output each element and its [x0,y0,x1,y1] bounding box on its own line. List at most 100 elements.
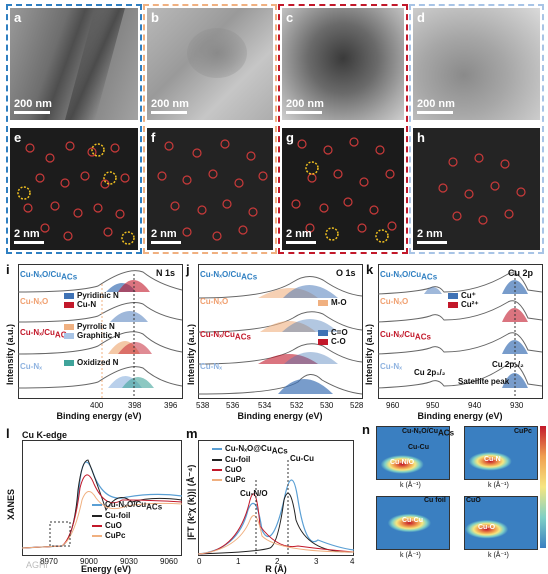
panel-letter-b: b [151,10,159,25]
cu2p-sample-4: Cu-Nₓ [380,362,403,371]
wt-map-2-label: Cu-N [484,456,501,463]
n1s-sample-1: Cu-NₓO/CuACs [20,270,78,282]
cu2p-sample-2: Cu-NₓO [380,297,409,306]
o1s-title: O 1s [336,268,356,278]
tem-image-a [10,8,138,120]
o1s-ylabel: Intensity (a.u.) [186,323,196,385]
scalebar-b [151,111,187,114]
cu2p-title: Cu 2p [508,268,534,278]
panel-letter-i: i [6,262,10,277]
panel-letter-e: e [14,130,22,145]
wt-xlabel-3: k (Å⁻¹) [400,552,421,559]
exafs-label-cuno: Cu-N/O [240,489,268,498]
panel-letter-m: m [186,426,198,441]
o1s-xtick-3: 532 [290,401,304,410]
scale-label-h: 2 nm [417,228,443,240]
cu2p-legend-1: Cu⁺ [448,291,476,300]
o1s-xtick-1: 536 [226,401,240,410]
n1s-legend-5: Oxidized N [64,358,118,367]
tem-image-c [282,8,404,120]
exafs-xtick-0: 0 [197,557,202,566]
panel-letter-j: j [186,262,190,277]
xanes-legend-1: Cu-NₓO/CuACs [92,500,162,512]
xanes-legend-2: Cu-foil [92,511,130,520]
wt-map-3-title: Cu foil [424,497,446,504]
exafs-xtick-4: 4 [350,557,355,566]
xps-plot-o1s [198,264,363,399]
xps-plot-n1s [18,264,183,399]
n1s-xlabel: Binding energy (eV) [56,411,142,421]
exafs-xlabel: R (Å) [265,564,287,574]
exafs-xtick-1: 1 [236,557,241,566]
wt-xlabel-2: k (Å⁻¹) [488,482,509,489]
atom-circles-e [17,141,135,245]
watermark: AGHi [26,560,48,570]
hrtem-image-g [282,128,404,250]
n1s-xtick-3: 396 [164,401,178,410]
wt-map-1-title: Cu-NₓO/CuACs [402,428,455,438]
wt-map-3-label: Cu-Cu [402,517,423,524]
cu2p-sample-1: Cu-NₓO/CuACs [380,270,438,282]
scalebar-c [286,111,322,114]
o1s-sample-2: Cu-NₓO [200,297,229,306]
cu2p-xlabel: Binding energy (eV) [417,411,503,421]
exafs-legend-4: CuPc [212,475,245,484]
o1s-xtick-0: 538 [196,401,210,410]
scalebar-f [151,241,181,244]
wt-map-1-label-2: Cu-N/O [390,459,415,466]
wt-xlabel-1: k (Å⁻¹) [400,482,421,489]
atom-circles-h [438,153,526,225]
n1s-xtick-1: 400 [90,401,104,410]
cu2p-anno-3: Satellite peak [458,377,510,386]
wt-map-2-title: CuPc [514,428,532,435]
scale-label-d: 200 nm [417,98,455,110]
panel-letter-g: g [286,130,294,145]
wt-map-1-label-1: Cu-Cu [408,444,429,451]
xanes-xtick-2: 9000 [80,557,98,566]
wt-map-4-title: CuO [466,497,481,504]
tem-image-b [147,8,273,120]
xps-plot-cu2p [378,264,543,399]
o1s-xtick-4: 530 [320,401,334,410]
atom-circles-g [291,137,397,243]
cu2p-anno-1: Cu 2p₁/₂ [414,368,446,377]
scalebar-d [417,111,453,114]
o1s-legend-2: C=O [318,328,348,337]
o1s-xlabel: Binding energy (eV) [237,411,323,421]
hrtem-image-f [147,128,273,250]
exafs-label-cucu: Cu-Cu [290,454,314,463]
n1s-legend-3: Pyrrolic N [64,322,115,331]
xanes-legend-3: CuO [92,521,122,530]
n1s-xtick-2: 398 [128,401,142,410]
cu2p-xtick-1: 960 [386,401,400,410]
n1s-sample-4: Cu-Nₓ [20,362,43,371]
scale-label-e: 2 nm [14,228,40,240]
wt-colorbar [540,426,546,548]
hrtem-image-h [413,128,540,250]
panel-letter-d: d [417,10,425,25]
exafs-xtick-3: 3 [314,557,319,566]
scale-label-c: 200 nm [286,98,324,110]
cu2p-legend-2: Cu²⁺ [448,300,479,309]
exafs-legend-2: Cu-foil [212,455,250,464]
n1s-ylabel: Intensity (a.u.) [5,323,15,385]
exafs-legend-3: CuO [212,465,242,474]
n1s-legend-4: Graphitic N [64,331,120,340]
dashed-frame-blue [6,4,142,254]
xanes-ylabel: XANES [6,488,16,520]
n1s-sample-2: Cu-NₓO [20,297,49,306]
panel-letter-c: c [286,10,294,25]
wt-map-1 [376,426,450,480]
panel-letter-h: h [417,130,425,145]
cu2p-xtick-3: 940 [468,401,482,410]
n1s-legend-1: Pyridinic N [64,291,119,300]
exafs-plot [198,440,354,556]
cu2p-xtick-2: 950 [426,401,440,410]
wt-xlabel-4: k (Å⁻¹) [488,552,509,559]
xanes-xlabel: Energy (eV) [80,564,131,574]
panel-letter-f: f [151,130,156,145]
panel-letter-a: a [14,10,22,25]
scale-label-b: 200 nm [151,98,189,110]
hrtem-image-e [10,128,138,250]
xanes-plot [22,440,182,556]
